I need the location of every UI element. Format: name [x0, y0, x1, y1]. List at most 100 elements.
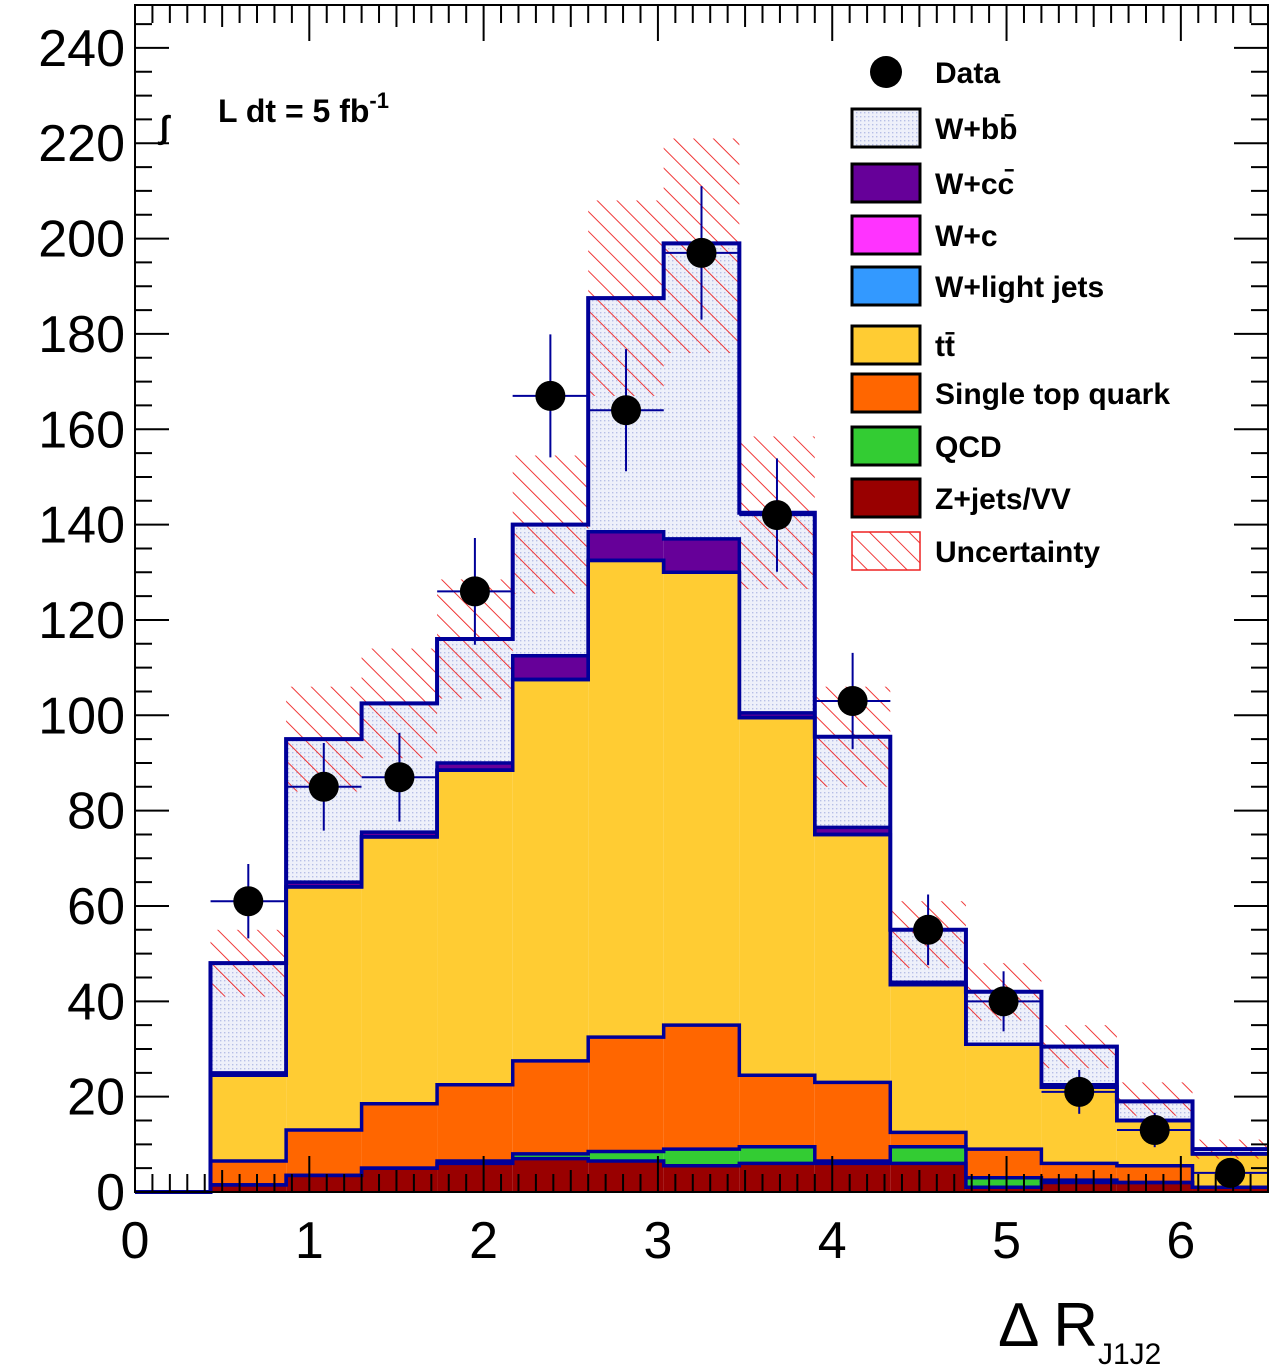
data-points	[210, 186, 1268, 1188]
legend-swatch-data	[870, 56, 902, 88]
legend-swatch-w-c	[850, 214, 922, 256]
bar-qcd-6	[588, 1151, 664, 1162]
data-marker-5	[611, 395, 642, 426]
y-tick-label-100: 100	[38, 687, 125, 745]
data-marker-3	[459, 576, 490, 607]
data-point-9	[890, 894, 966, 966]
bar-tt-3	[361, 836, 438, 1104]
bar-qcd-7	[663, 1149, 740, 1166]
bar-z-jets-vv-9	[814, 1163, 891, 1192]
data-point-5	[588, 349, 664, 472]
legend-entry-tt: tt̄	[850, 324, 955, 366]
data-point-4	[512, 334, 589, 458]
outline-qcd	[135, 1144, 1268, 1194]
legend-label-z-jets-vv: Z+jets/VV	[935, 483, 1071, 516]
bar-tt-8	[739, 717, 815, 1076]
data-point-2	[361, 732, 438, 822]
bar-single-top-quark-6	[588, 1037, 664, 1152]
x-tick-label-5: 5	[992, 1212, 1021, 1270]
legend-entry-data: Data	[870, 56, 1000, 90]
y-tick-label-120: 120	[38, 592, 125, 650]
axes: 0 20 40 60 80 100 120 140 160 180 200 220 240 0 1 2 3 4 5 6	[38, 4, 1269, 1270]
data-point-7	[739, 458, 815, 572]
legend-label-w-c: W+c	[935, 220, 998, 253]
bar-single-top-quark-7	[663, 1025, 740, 1150]
bar-w-cc-9	[814, 827, 891, 835]
legend-entry-qcd: QCD	[850, 425, 1002, 467]
bar-single-top-quark-5	[512, 1060, 589, 1154]
data-marker-6	[686, 237, 717, 268]
data-marker-1	[308, 771, 339, 802]
uncertainty-bin-13	[1116, 1082, 1193, 1116]
lumi-exponent: -1	[369, 88, 389, 113]
legend-label-data: Data	[935, 57, 1000, 90]
bar-z-jets-vv-11	[965, 1187, 1042, 1192]
bar-z-jets-vv-8	[739, 1163, 815, 1192]
legend-swatch-tt	[850, 324, 922, 366]
bar-single-top-quark-2	[286, 1130, 362, 1176]
bar-qcd-8	[739, 1146, 815, 1164]
x-axis-subscript: J1J2	[1098, 1338, 1161, 1367]
legend-swatch-z-jets-vv	[850, 477, 922, 519]
bar-single-top-quark-11	[965, 1149, 1042, 1178]
bar-tt-1	[210, 1075, 287, 1162]
legend-label-uncertainty: Uncertainty	[935, 536, 1100, 569]
outline-w-cc	[135, 530, 1268, 1194]
legend-label-tt: tt̄	[935, 330, 955, 363]
data-point-11	[1041, 1069, 1117, 1114]
data-marker-0	[233, 886, 264, 917]
x-tick-label-6: 6	[1166, 1212, 1195, 1270]
legend-entry-single-top-quark: Single top quark	[850, 372, 1170, 414]
bar-qcd-11	[965, 1177, 1042, 1188]
bar-z-jets-vv-5	[512, 1158, 589, 1192]
bar-single-top-quark-4	[437, 1084, 513, 1162]
bar-tt-4	[437, 770, 513, 1085]
lumi-text: L dt = 5 fb	[218, 93, 369, 129]
bar-w-cc-6	[588, 531, 664, 561]
bar-w-cc-7	[663, 538, 740, 573]
data-marker-13	[1215, 1157, 1246, 1188]
integral-symbol: ∫	[157, 109, 171, 146]
legend-label-single-top-quark: Single top quark	[935, 378, 1170, 411]
y-tick-label-240: 240	[38, 20, 125, 78]
legend-swatch-single-top-quark	[850, 372, 922, 414]
data-point-13	[1192, 1157, 1268, 1188]
bar-tt-9	[814, 834, 891, 1083]
svg-text:Δ RJ1J2: Δ RJ1J2	[998, 1291, 1161, 1367]
y-tick-label-220: 220	[38, 115, 125, 173]
y-tick-label-60: 60	[67, 878, 125, 936]
data-marker-10	[988, 986, 1019, 1017]
data-point-10	[965, 971, 1042, 1032]
bar-w-cc-5	[512, 655, 589, 680]
x-axis-title: Δ RJ1J2	[998, 1291, 1161, 1367]
data-point-1	[286, 742, 362, 831]
bar-z-jets-vv-14	[1192, 1187, 1268, 1192]
y-tick-label-180: 180	[38, 306, 125, 364]
y-tick-label-80: 80	[67, 783, 125, 841]
bar-z-jets-vv-3	[361, 1168, 438, 1192]
y-tick-label-140: 140	[38, 497, 125, 555]
outline-w-c	[135, 558, 1268, 1194]
data-marker-12	[1139, 1115, 1170, 1146]
data-marker-9	[913, 914, 944, 945]
x-tick-label-3: 3	[643, 1212, 672, 1270]
x-tick-label-1: 1	[295, 1212, 324, 1270]
outline-single-top-quark	[135, 1023, 1268, 1194]
legend-swatch-w-bb	[850, 107, 922, 149]
x-tick-label-4: 4	[818, 1212, 847, 1270]
bar-z-jets-vv-12	[1041, 1182, 1117, 1192]
data-point-0	[210, 864, 287, 939]
y-tick-label-0: 0	[96, 1164, 125, 1222]
bar-single-top-quark-9	[814, 1082, 891, 1162]
y-tick-label-20: 20	[67, 1069, 125, 1127]
legend-entry-uncertainty: Uncertainty	[851, 531, 1100, 571]
legend-entry-w-cc: W+cc̄	[850, 162, 1014, 204]
bar-single-top-quark-8	[739, 1075, 815, 1147]
data-marker-4	[535, 380, 566, 411]
bar-w-cc-3	[361, 832, 438, 837]
bar-w-cc-2	[286, 882, 362, 887]
svg-text:L dt = 5 fb-1: L dt = 5 fb-1	[218, 88, 389, 129]
legend-swatch-w-cc	[850, 162, 922, 204]
legend-label-w-cc: W+cc̄	[935, 168, 1014, 201]
